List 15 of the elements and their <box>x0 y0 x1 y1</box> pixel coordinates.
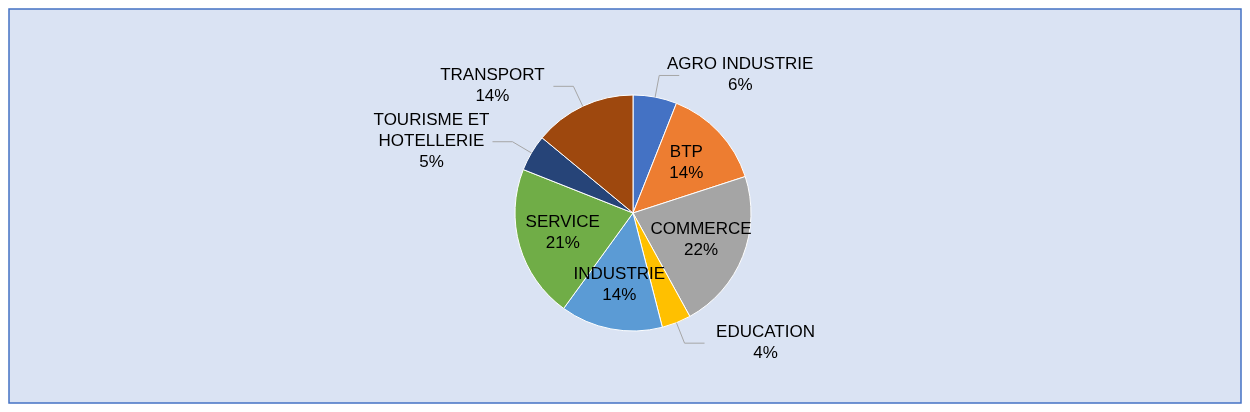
data-label: 4% <box>753 343 778 363</box>
slice-label: TOURISME ET HOTELLERIE <box>373 110 490 151</box>
slice-label: COMMERCE <box>650 218 752 238</box>
data-label: 21% <box>545 233 580 253</box>
slice-label: SERVICE <box>525 212 600 232</box>
data-label: 14% <box>475 86 510 106</box>
data-label: 14% <box>602 284 637 304</box>
slice-label: BTP <box>669 141 703 161</box>
slice-label: TRANSPORT <box>440 65 545 85</box>
slice-label: EDUCATION <box>716 322 815 342</box>
data-label: 22% <box>684 239 719 259</box>
slice-label: AGRO INDUSTRIE <box>667 54 814 74</box>
data-label: 5% <box>419 152 444 172</box>
data-label: 6% <box>727 75 753 95</box>
data-label: 14% <box>669 162 704 182</box>
